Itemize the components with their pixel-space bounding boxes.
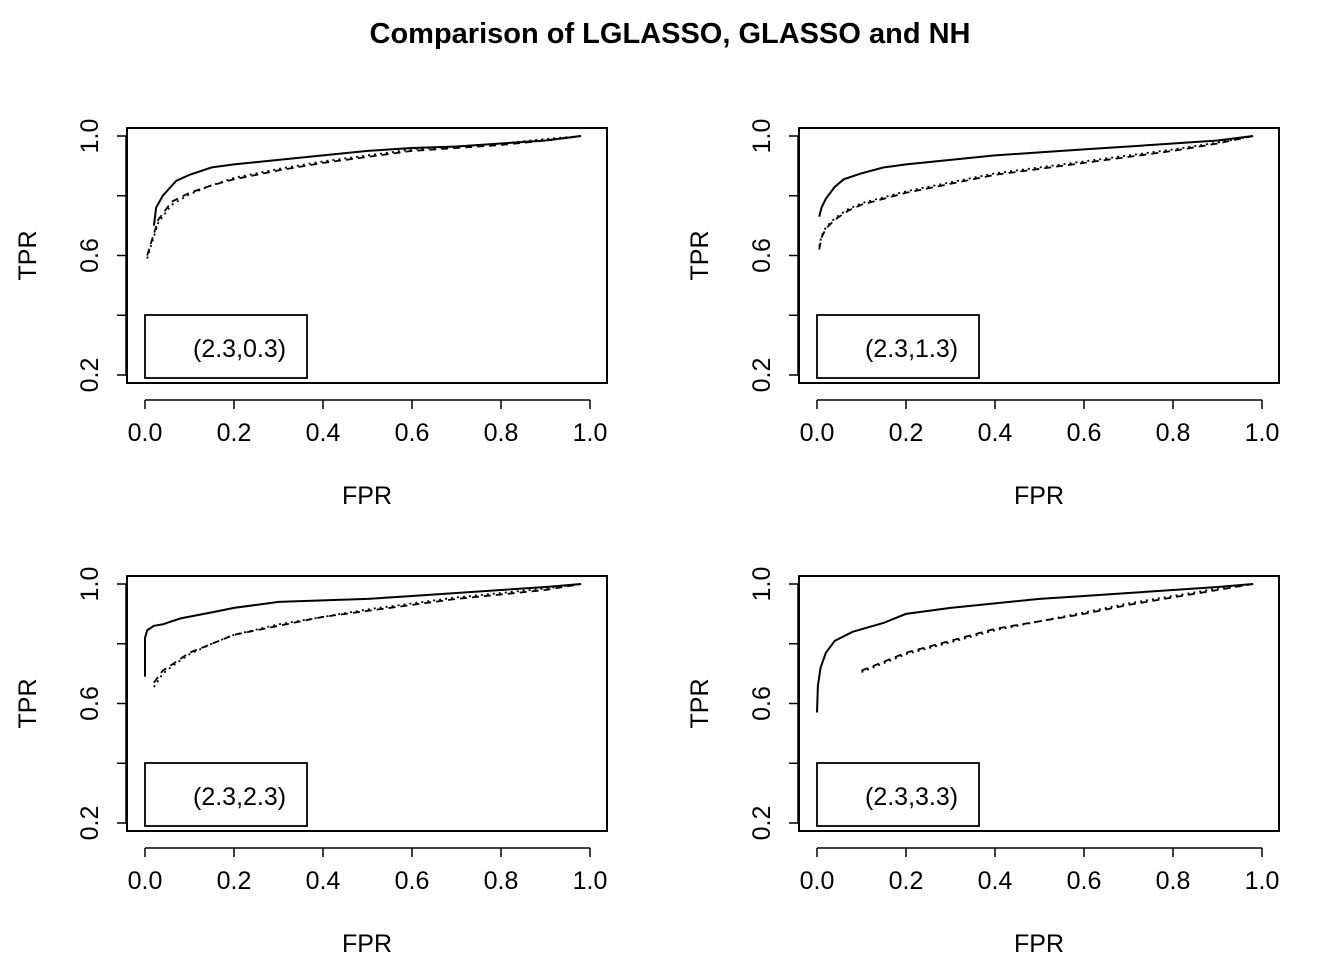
x-tick-label: 0.4 bbox=[978, 419, 1013, 447]
series-line-dotted bbox=[861, 583, 1254, 673]
legend-box bbox=[144, 762, 308, 827]
main-title: Comparison of LGLASSO, GLASSO and NH bbox=[370, 18, 971, 50]
x-tick-label: 0.8 bbox=[484, 419, 519, 447]
x-tick-label: 1.0 bbox=[573, 867, 608, 895]
x-tick-label: 0.4 bbox=[978, 867, 1013, 895]
y-axis-title: TPR bbox=[686, 679, 714, 729]
x-tick-label: 0.6 bbox=[395, 867, 430, 895]
x-tick-label: 0.6 bbox=[1067, 419, 1102, 447]
x-tick-label: 0.2 bbox=[889, 419, 924, 447]
y-tick-label: 0.6 bbox=[748, 686, 776, 721]
x-tick-label: 0.8 bbox=[484, 867, 519, 895]
x-tick-label: 0.2 bbox=[217, 419, 252, 447]
x-tick-label: 0.6 bbox=[395, 419, 430, 447]
x-tick-label: 1.0 bbox=[573, 419, 608, 447]
x-tick-label: 0.8 bbox=[1156, 867, 1191, 895]
y-tick-label: 1.0 bbox=[76, 567, 104, 602]
panel-3: 0.0 0.2 0.4 0.6 0.8 1.0 0.2 0.6 1.0 FPR TPR (2.3,2.… bbox=[14, 567, 608, 958]
x-axis-title: FPR bbox=[342, 930, 392, 958]
panel-2: 0.0 0.2 0.4 0.6 0.8 1.0 0.2 0.6 1.0 FPR TPR (2.3,1.… bbox=[686, 119, 1280, 510]
series-line-solid bbox=[144, 583, 582, 677]
y-axis-title: TPR bbox=[14, 231, 42, 281]
series-line-dotted bbox=[153, 583, 582, 688]
series-line-solid bbox=[818, 135, 1254, 217]
legend-label: (2.3,1.3) bbox=[865, 335, 958, 363]
y-tick-label: 0.2 bbox=[748, 358, 776, 393]
series-line-dashed bbox=[818, 135, 1254, 250]
y-tick-label: 1.0 bbox=[76, 119, 104, 154]
x-tick-label: 0.4 bbox=[306, 867, 341, 895]
series-line-dashed bbox=[146, 135, 582, 256]
series-line-solid bbox=[152, 135, 582, 226]
x-tick-label: 1.0 bbox=[1245, 867, 1280, 895]
legend-label: (2.3,2.3) bbox=[193, 783, 286, 811]
x-axis-title: FPR bbox=[1014, 930, 1064, 958]
y-tick-label: 0.6 bbox=[748, 238, 776, 273]
y-tick-label: 0.6 bbox=[76, 686, 104, 721]
series-line-dashed bbox=[861, 583, 1254, 672]
x-tick-label: 0.6 bbox=[1067, 867, 1102, 895]
x-tick-label: 0.0 bbox=[800, 419, 835, 447]
series-line-dotted bbox=[146, 135, 582, 259]
x-axis-title: FPR bbox=[342, 482, 392, 510]
plot-frame bbox=[798, 127, 1280, 384]
x-tick-label: 0.4 bbox=[306, 419, 341, 447]
legend-box bbox=[816, 762, 980, 827]
x-axis-title: FPR bbox=[1014, 482, 1064, 510]
x-tick-label: 0.0 bbox=[128, 419, 163, 447]
legend-box bbox=[144, 314, 308, 379]
x-tick-label: 0.2 bbox=[217, 867, 252, 895]
y-axis-title: TPR bbox=[14, 679, 42, 729]
y-tick-label: 0.2 bbox=[76, 358, 104, 393]
legend-label: (2.3,3.3) bbox=[865, 783, 958, 811]
y-tick-label: 1.0 bbox=[748, 119, 776, 154]
y-axis-title: TPR bbox=[686, 231, 714, 281]
x-tick-label: 0.0 bbox=[800, 867, 835, 895]
y-tick-label: 0.6 bbox=[76, 238, 104, 273]
legend-box bbox=[816, 314, 980, 379]
series-line-dotted bbox=[818, 135, 1254, 247]
x-tick-label: 0.8 bbox=[1156, 419, 1191, 447]
x-tick-label: 0.2 bbox=[889, 867, 924, 895]
panel-4: 0.0 0.2 0.4 0.6 0.8 1.0 0.2 0.6 1.0 FPR TPR (2.3,3.… bbox=[686, 567, 1280, 958]
x-tick-label: 0.0 bbox=[128, 867, 163, 895]
plot-frame bbox=[126, 127, 608, 384]
y-tick-label: 0.2 bbox=[76, 806, 104, 841]
plot-frame bbox=[126, 575, 608, 832]
series-line-solid bbox=[816, 583, 1254, 713]
panel-1: 0.0 0.2 0.4 0.6 0.8 1.0 0.2 0.6 1.0 FPR TPR (2.3,0.… bbox=[14, 119, 608, 510]
legend-label: (2.3,0.3) bbox=[193, 335, 286, 363]
plot-frame bbox=[798, 575, 1280, 832]
y-tick-label: 0.2 bbox=[748, 806, 776, 841]
y-tick-label: 1.0 bbox=[748, 567, 776, 602]
x-tick-label: 1.0 bbox=[1245, 419, 1280, 447]
